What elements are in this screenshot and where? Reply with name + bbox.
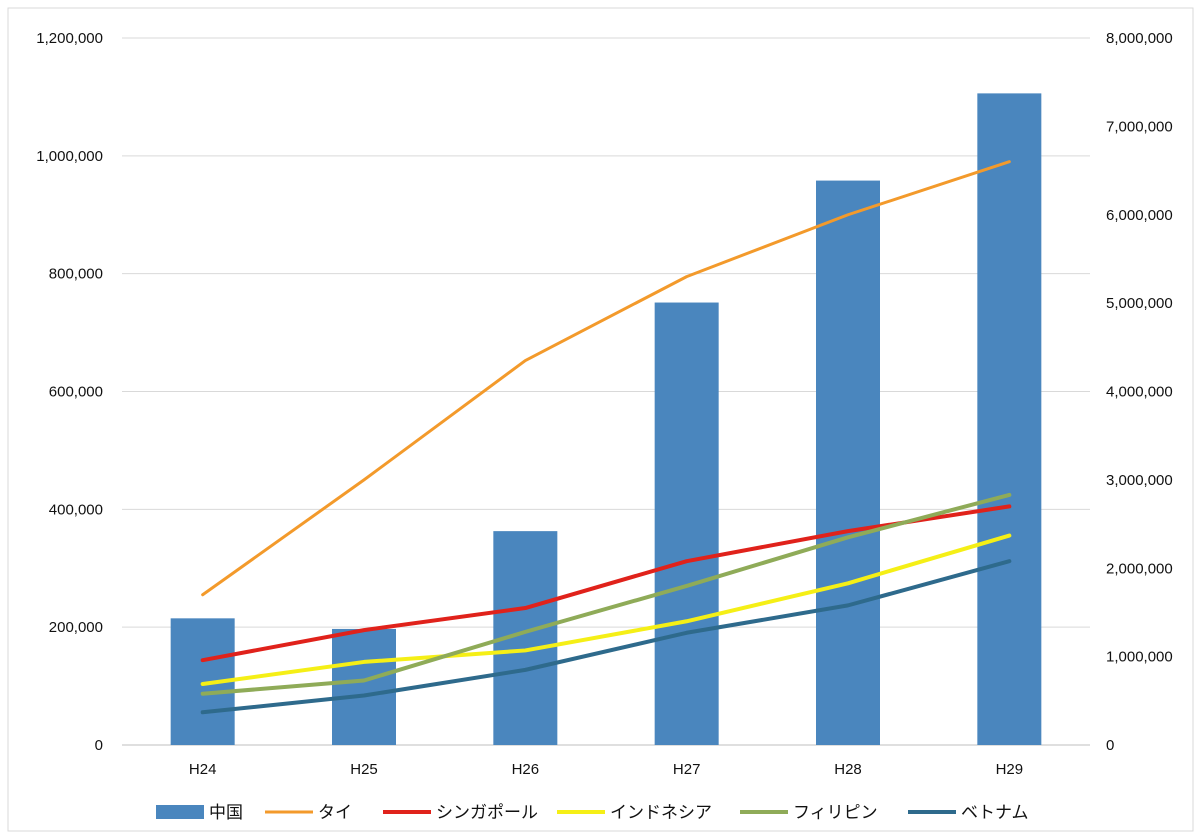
right-axis-tick-label: 7,000,000 [1106, 118, 1173, 135]
right-axis-tick-label: 4,000,000 [1106, 384, 1173, 401]
bar-H27 [654, 302, 719, 745]
x-axis-tick-label: H27 [673, 761, 701, 778]
right-axis-tick-label: 2,000,000 [1106, 560, 1173, 577]
line-series-3 [200, 533, 1012, 687]
right-axis-tick-label: 8,000,000 [1106, 30, 1173, 47]
legend-label: インドネシア [610, 803, 712, 823]
legend-label: ベトナム [961, 803, 1029, 823]
left-axis-tick-label: 800,000 [49, 266, 103, 283]
left-axis-tick-label: 600,000 [49, 384, 103, 401]
line-series-5 [200, 559, 1012, 715]
left-axis: 0 200,000 400,000 600,000 800,000 1,000,000 1,… [36, 30, 103, 754]
gridlines [122, 37, 1090, 746]
right-axis-tick-label: 3,000,000 [1106, 472, 1173, 489]
right-axis-tick-label: 1,000,000 [1106, 649, 1173, 666]
x-axis-tick-label: H28 [834, 761, 862, 778]
left-axis-tick-label: 200,000 [49, 619, 103, 636]
left-axis-tick-label: 1,200,000 [36, 30, 103, 47]
bar-H25 [332, 628, 396, 745]
legend-swatch [156, 805, 204, 819]
legend-label: フィリピン [793, 803, 878, 823]
legend-label: 中国 [209, 803, 243, 823]
left-axis-tick-label: 1,000,000 [36, 148, 103, 165]
right-axis: 0 1,000,000 2,000,000 3,000,000 4,000,000 5,0… [1106, 30, 1173, 754]
bar-H28 [816, 180, 880, 745]
x-axis-tick-label: H25 [350, 761, 378, 778]
left-axis-tick-label: 400,000 [49, 501, 103, 518]
x-axis-tick-label: H29 [996, 761, 1024, 778]
bar-series [170, 93, 1042, 746]
x-axis-tick-label: H26 [512, 761, 540, 778]
left-axis-tick-label: 0 [95, 737, 103, 754]
legend-label: シンガポール [436, 803, 538, 823]
legend: 中国 タイ シンガポール インドネシア フィリピン ベトナム [156, 803, 1029, 823]
bar-H29 [977, 93, 1042, 746]
right-axis-tick-label: 5,000,000 [1106, 295, 1173, 312]
x-axis-tick-label: H24 [189, 761, 217, 778]
x-axis: H24 H25 H26 H27 H28 H29 [189, 761, 1023, 778]
line-series-2 [200, 504, 1012, 663]
line-series-4 [200, 492, 1012, 696]
right-axis-tick-label: 6,000,000 [1106, 207, 1173, 224]
line-series [200, 160, 1012, 715]
right-axis-tick-label: 0 [1106, 737, 1114, 754]
line-series-1 [201, 160, 1011, 597]
legend-label: タイ [318, 803, 352, 823]
